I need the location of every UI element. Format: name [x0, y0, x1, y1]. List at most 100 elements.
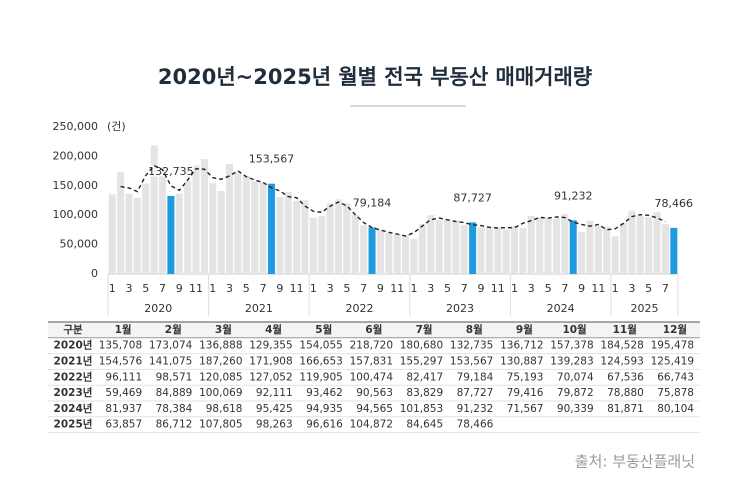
group-label: 2021 — [245, 302, 273, 315]
bar — [544, 218, 552, 274]
value-label: 153,567 — [249, 153, 295, 166]
table-row-label: 2022년 — [54, 370, 93, 383]
bar — [427, 215, 435, 274]
x-tick-label: 11 — [189, 282, 203, 295]
x-tick-label: 11 — [290, 282, 304, 295]
table-cell: 155,297 — [400, 356, 443, 368]
x-tick-label: 1 — [109, 282, 116, 295]
x-tick-label: 7 — [561, 282, 568, 295]
x-tick-label: 5 — [343, 282, 350, 295]
x-tick-label: 3 — [226, 282, 233, 295]
x-tick-label: 7 — [662, 282, 669, 295]
trend-line — [120, 164, 666, 237]
group-label: 2022 — [345, 302, 373, 315]
table-header: 4월 — [265, 323, 282, 336]
table-cell: 98,571 — [156, 371, 193, 383]
table-cell: 63,857 — [105, 419, 142, 431]
bar — [552, 218, 560, 274]
bar — [217, 191, 225, 274]
bar — [494, 227, 502, 274]
table-header: 5월 — [315, 323, 332, 336]
chart-title: 2020년~2025년 월별 전국 부동산 매매거래량 — [158, 65, 592, 89]
bar — [276, 197, 284, 274]
table-cell: 96,111 — [105, 371, 142, 383]
table-cell: 79,872 — [557, 387, 594, 399]
bar — [594, 225, 602, 274]
bar — [167, 195, 175, 274]
table-cell: 104,872 — [350, 419, 393, 431]
bar — [368, 227, 376, 274]
x-tick-label: 11 — [390, 282, 404, 295]
y-tick-label: 250,000 — [53, 120, 99, 133]
bar — [578, 231, 586, 274]
bar — [402, 234, 410, 274]
bar — [309, 217, 317, 274]
table-row-label: 2023년 — [54, 386, 93, 399]
table-header: 9월 — [516, 323, 533, 336]
bar — [661, 224, 669, 274]
y-tick-label: 0 — [91, 267, 98, 280]
bar — [393, 234, 401, 274]
value-label: 87,727 — [453, 191, 492, 204]
table-cell: 120,085 — [199, 371, 242, 383]
table-cell: 157,378 — [550, 340, 593, 352]
bar — [619, 223, 628, 274]
value-label: 79,184 — [353, 196, 392, 209]
table-cell: 84,645 — [406, 419, 443, 431]
table-cell: 78,466 — [457, 419, 494, 431]
x-tick-label: 7 — [360, 282, 367, 295]
table-header: 10월 — [562, 323, 586, 336]
x-tick-label: 9 — [377, 282, 384, 295]
y-tick-label: 200,000 — [53, 149, 99, 162]
table-cell: 81,937 — [105, 403, 142, 415]
table-cell: 83,829 — [406, 387, 443, 399]
table-cell: 154,576 — [99, 356, 143, 368]
table-cell: 218,720 — [350, 340, 393, 352]
table-cell: 90,339 — [557, 403, 594, 415]
bar — [334, 199, 343, 274]
table-cell: 195,478 — [651, 340, 694, 352]
bar — [226, 163, 234, 274]
bar — [603, 226, 611, 274]
table-cell: 139,283 — [550, 356, 593, 368]
table-cell: 136,888 — [199, 340, 242, 352]
bar — [175, 193, 183, 274]
x-tick-label: 5 — [243, 282, 250, 295]
bar — [477, 227, 485, 274]
table-cell: 91,232 — [457, 403, 494, 415]
table-cell: 98,618 — [206, 403, 243, 415]
table-cell: 93,462 — [306, 387, 343, 399]
bar — [561, 214, 569, 274]
y-tick-label: 50,000 — [60, 238, 99, 251]
bar — [569, 220, 577, 274]
value-label: 91,232 — [554, 189, 593, 202]
table-cell: 153,567 — [450, 356, 493, 368]
table-header: 11월 — [613, 323, 637, 336]
table-header: 구분 — [63, 323, 83, 336]
bar — [158, 167, 167, 274]
table-header: 8월 — [466, 323, 483, 336]
x-tick-label: 3 — [125, 282, 132, 295]
bar — [443, 219, 452, 274]
table-cell: 125,419 — [651, 356, 694, 368]
table-cell: 100,474 — [350, 371, 394, 383]
table-cell: 67,536 — [607, 371, 644, 383]
table-cell: 75,878 — [657, 387, 694, 399]
table-row-label: 2021년 — [54, 355, 93, 368]
bar — [611, 236, 619, 274]
x-tick-label: 9 — [276, 282, 283, 295]
table-cell: 187,260 — [199, 356, 242, 368]
bar — [200, 159, 208, 274]
x-tick-label: 5 — [545, 282, 552, 295]
bar — [293, 200, 301, 274]
x-tick-label: 11 — [591, 282, 605, 295]
table-cell: 59,469 — [105, 387, 142, 399]
table-cell: 95,425 — [256, 403, 293, 415]
bar — [653, 212, 661, 274]
bar — [645, 217, 653, 274]
bar — [360, 225, 368, 274]
table-cell: 141,075 — [149, 356, 192, 368]
table-cell: 129,355 — [249, 340, 292, 352]
x-tick-label: 9 — [578, 282, 585, 295]
